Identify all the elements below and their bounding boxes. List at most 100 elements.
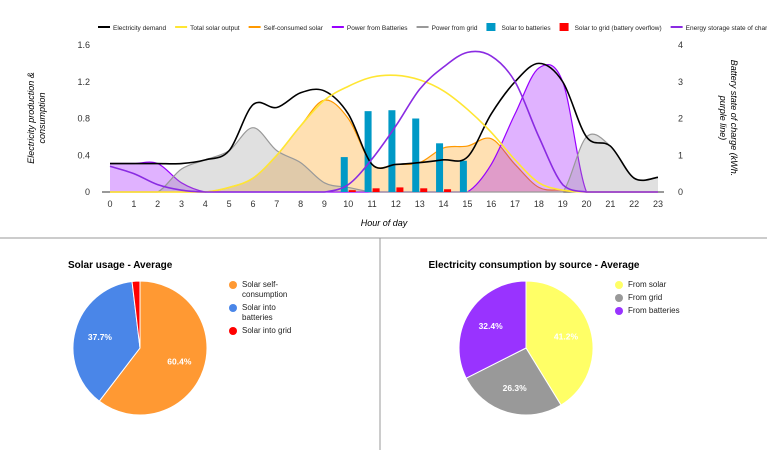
pie-slice: [72, 280, 141, 402]
x-tick-label: 4: [203, 199, 208, 209]
pie-slice: [131, 280, 141, 349]
pie-slice: [525, 280, 594, 406]
legend-label: Power from Batteries: [347, 25, 408, 32]
bar: [348, 190, 356, 192]
line: [110, 62, 659, 182]
x-tick-label: 18: [534, 199, 544, 209]
x-tick-label: 17: [510, 199, 520, 209]
x-tick-label: 5: [227, 199, 232, 209]
slice-label: 60.4%: [167, 356, 192, 366]
x-tick-label: 21: [605, 199, 615, 209]
pie-slice: [465, 347, 562, 416]
bar: [444, 189, 452, 192]
x-tick-label: 10: [343, 199, 353, 209]
bar: [412, 118, 420, 192]
legend-label: Solar into batteries: [242, 303, 276, 322]
pie-title: Solar usage - Average: [68, 260, 173, 271]
legend-label: Solar self-consumption: [242, 280, 288, 299]
slice-label: 37.7%: [88, 332, 113, 342]
y-tick-label: 0: [85, 187, 90, 197]
bar: [364, 111, 372, 192]
y2-axis-title: purple line): [718, 95, 728, 141]
legend-item: From grid: [615, 293, 693, 303]
x-tick-label: 16: [486, 199, 496, 209]
y2-tick-label: 4: [678, 40, 683, 50]
legend-swatch: [615, 294, 623, 302]
legend-symbol: [559, 23, 569, 31]
legend-swatch: [615, 307, 623, 315]
x-tick-label: 13: [415, 199, 425, 209]
legend-swatch: [229, 327, 237, 335]
bar: [388, 110, 396, 192]
y2-tick-label: 1: [678, 150, 683, 160]
x-tick-label: 1: [131, 199, 136, 209]
bar: [372, 188, 380, 192]
x-tick-label: 0: [107, 199, 112, 209]
x-axis-title: Hour of day: [361, 218, 408, 228]
x-tick-label: 15: [462, 199, 472, 209]
legend-label: Electricity demand: [113, 25, 166, 32]
legend-label: From grid: [628, 293, 663, 302]
legend-label: Power from grid: [432, 25, 478, 32]
x-tick-label: 2: [155, 199, 160, 209]
x-tick-label: 8: [298, 199, 303, 209]
y-tick-label: 1.6: [77, 40, 90, 50]
x-tick-label: 14: [439, 199, 449, 209]
legend-item: From solar: [615, 280, 693, 290]
slice-label: 41.2%: [554, 332, 579, 342]
legend-item: Solar into grid: [229, 326, 307, 336]
y-tick-label: 1.2: [77, 77, 90, 87]
legend: From solar From grid From batteries: [615, 280, 693, 319]
x-tick-label: 20: [582, 199, 592, 209]
y2-tick-label: 0: [678, 187, 683, 197]
area: [110, 100, 658, 192]
legend-symbol: [486, 23, 496, 31]
legend-item: Solar self-consumption: [229, 280, 307, 300]
area: [110, 127, 658, 192]
x-tick-label: 19: [558, 199, 568, 209]
legend-label: Solar to batteries: [501, 25, 551, 32]
x-tick-label: 23: [653, 199, 663, 209]
pie-slice: [458, 280, 527, 379]
x-tick-label: 6: [250, 199, 255, 209]
x-tick-label: 7: [274, 199, 279, 209]
slice-label: 26.3%: [503, 383, 528, 393]
legend-swatch: [229, 304, 237, 312]
legend-swatch: [229, 281, 237, 289]
x-tick-label: 12: [391, 199, 401, 209]
legend-label: From batteries: [628, 306, 680, 315]
legend-item: From batteries: [615, 306, 693, 316]
area: [110, 64, 658, 192]
line: [109, 50, 658, 193]
y2-axis-title: Battery state of charge (kWh.: [729, 60, 739, 177]
legend: Solar self-consumption Solar into batteri…: [229, 280, 307, 339]
legend-label: Solar into grid: [242, 326, 292, 335]
y-tick-label: 0.4: [77, 150, 90, 160]
y2-tick-label: 3: [678, 77, 683, 87]
legend-item: Solar into batteries: [229, 303, 307, 323]
y-axis-title: consumption: [37, 92, 47, 143]
legend-label: From solar: [628, 280, 667, 289]
legend-label: Solar to grid (battery overflow): [575, 25, 662, 32]
bar: [340, 157, 348, 192]
legend-label: Energy storage state of charge: [686, 25, 767, 32]
x-tick-label: 11: [367, 199, 376, 209]
pie-title: Electricity consumption by source - Aver…: [429, 260, 640, 271]
legend-label: Total solar output: [190, 25, 240, 32]
x-tick-label: 3: [179, 199, 184, 209]
y-axis-title: Electricity production &: [26, 72, 36, 164]
bar: [459, 160, 467, 192]
x-tick-label: 9: [322, 199, 327, 209]
y-tick-label: 0.8: [77, 114, 90, 124]
legend-label: Self-consumed solar: [264, 25, 324, 32]
x-tick-label: 22: [629, 199, 639, 209]
pie-slice: [98, 280, 208, 416]
bar: [436, 143, 444, 192]
y2-tick-label: 2: [678, 114, 683, 124]
bar: [420, 188, 428, 192]
legend-swatch: [615, 281, 623, 289]
slice-label: 32.4%: [479, 321, 504, 331]
bar: [396, 187, 404, 192]
